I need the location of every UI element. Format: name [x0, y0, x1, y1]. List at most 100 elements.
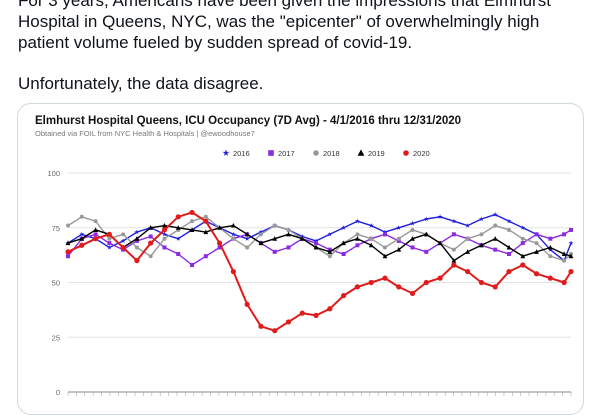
- data-point: [148, 225, 154, 230]
- data-point: [520, 236, 525, 241]
- data-point: [437, 240, 443, 246]
- data-point: [382, 275, 388, 281]
- series-2020: [65, 209, 574, 334]
- y-tick-label: 0: [56, 388, 60, 397]
- data-point: [286, 231, 291, 237]
- data-point: [569, 227, 573, 232]
- data-point: [327, 231, 333, 237]
- y-tick-label: 100: [47, 169, 60, 178]
- data-point: [451, 258, 457, 263]
- data-point: [341, 252, 346, 257]
- data-point: [410, 227, 415, 232]
- data-point: [506, 252, 511, 257]
- data-point: [341, 225, 347, 230]
- data-point: [230, 222, 236, 228]
- data-point: [368, 279, 374, 286]
- legend-marker-2018: [313, 150, 319, 156]
- data-point: [258, 229, 264, 235]
- data-point: [437, 214, 443, 219]
- data-point: [354, 218, 360, 224]
- data-point: [93, 219, 98, 224]
- chart-title: Elmhurst Hospital Queens, ICU Occupancy …: [35, 115, 461, 127]
- data-point: [258, 240, 264, 246]
- data-point: [547, 244, 553, 250]
- series-2019: [65, 222, 574, 263]
- data-point: [148, 254, 153, 259]
- data-point: [423, 216, 429, 222]
- tweet-line-2: Hospital in Queens, NYC, was the "epicen…: [18, 12, 540, 31]
- tweet-line-1: For 3 years, Americans have been given t…: [18, 0, 551, 10]
- data-point: [134, 238, 139, 243]
- data-point: [533, 271, 540, 277]
- tweet-paragraph-1: For 3 years, Americans have been given t…: [18, 0, 588, 53]
- data-point: [561, 279, 567, 286]
- chart-grid: [68, 172, 571, 393]
- data-point: [162, 245, 167, 250]
- data-point: [396, 238, 401, 243]
- data-point: [424, 249, 429, 254]
- y-tick-label: 25: [52, 333, 60, 342]
- series-line-2018: [67, 216, 572, 262]
- data-point: [327, 306, 333, 312]
- data-point: [423, 279, 429, 286]
- data-point: [203, 218, 209, 224]
- data-point: [286, 245, 291, 250]
- data-point: [479, 216, 484, 222]
- data-point: [506, 218, 512, 224]
- data-point: [355, 232, 360, 237]
- data-point: [217, 245, 222, 250]
- data-point: [354, 284, 360, 290]
- data-point: [478, 279, 485, 286]
- tweet-line-3: patient volume fueled by sudden spread o…: [18, 33, 413, 52]
- data-point: [79, 236, 85, 241]
- data-point: [162, 222, 167, 228]
- data-point: [520, 225, 526, 230]
- data-point: [465, 249, 471, 254]
- data-point: [396, 284, 402, 290]
- data-point: [216, 240, 223, 246]
- series-line-2017: [67, 229, 572, 266]
- data-point: [368, 242, 374, 248]
- data-point: [66, 254, 70, 259]
- data-point: [410, 245, 415, 250]
- data-point: [568, 253, 574, 259]
- data-point: [189, 209, 195, 216]
- data-point: [465, 268, 471, 275]
- data-point: [355, 243, 360, 248]
- tweet-text: For 3 years, Americans have been given t…: [18, 0, 588, 114]
- plot-area: [65, 209, 574, 334]
- y-axis: 0 25 50 75 100: [47, 169, 60, 397]
- data-point: [341, 240, 347, 246]
- data-point: [272, 223, 277, 228]
- x-axis: [67, 391, 572, 396]
- data-point: [272, 249, 277, 254]
- data-point: [451, 218, 457, 224]
- data-point: [79, 242, 85, 248]
- data-point: [79, 231, 85, 237]
- data-point: [190, 262, 195, 267]
- data-point: [568, 268, 574, 275]
- data-point: [134, 258, 140, 264]
- data-point: [231, 236, 236, 241]
- data-point: [230, 268, 236, 275]
- data-point: [534, 232, 539, 237]
- data-point: [465, 236, 470, 241]
- data-point: [492, 212, 498, 217]
- data-point: [547, 275, 553, 281]
- data-point: [493, 223, 498, 228]
- data-point: [230, 231, 236, 237]
- data-point: [161, 227, 168, 233]
- tweet-media-card[interactable]: Elmhurst Hospital Queens, ICU Occupancy …: [17, 103, 584, 415]
- data-point: [479, 232, 484, 237]
- data-point: [203, 229, 209, 235]
- data-point: [562, 232, 567, 237]
- data-point: [107, 241, 112, 246]
- data-point: [286, 227, 291, 232]
- data-point: [314, 241, 319, 246]
- data-point: [93, 232, 98, 237]
- legend-label-2017: 2017: [278, 149, 295, 158]
- data-point: [79, 214, 84, 219]
- data-point: [244, 231, 250, 237]
- data-point: [285, 319, 292, 325]
- data-point: [382, 253, 388, 259]
